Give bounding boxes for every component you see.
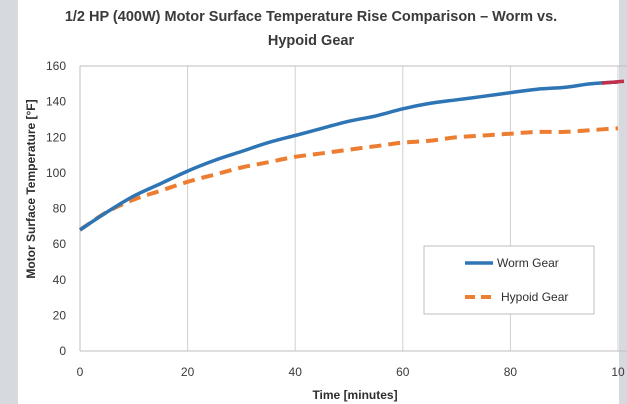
plot-area [78,65,627,352]
legend-label-hypoid-gear: Hypoid Gear [501,290,568,304]
y-tick-label: 60 [53,237,67,251]
y-axis-label: Motor Surface Temperature [°F] [24,99,38,278]
legend: Worm Gear Hypoid Gear [423,245,595,315]
y-tick-label: 80 [53,202,67,216]
legend-label-worm-gear: Worm Gear [497,256,559,270]
x-tick-label: 10 [611,365,625,379]
legend-box [423,245,595,315]
grid-lines [187,66,619,351]
x-tick-label: 60 [396,365,410,379]
right-window-edge [619,0,627,404]
worm-gear-line [79,80,619,232]
y-tick-label: 40 [53,273,67,287]
x-tick-label: 20 [181,365,195,379]
x-axis-label: Time [minutes] [312,388,397,402]
x-tick-label: 80 [504,365,518,379]
hypoid-gear-line [78,126,619,232]
y-tick-label: 100 [46,166,66,180]
y-tick-label: 160 [46,59,66,73]
data-series [78,79,625,232]
y-tick-label: 20 [53,308,67,322]
x-tick-label: 0 [77,365,84,379]
y-tick-label: 140 [46,95,66,109]
worm-gear-line-end-marker [601,79,625,85]
left-window-edge [0,0,18,404]
y-tick-label: 0 [59,344,66,358]
y-axis-tick-labels: 0 20 40 60 80 100 120 140 160 [46,59,66,358]
chart-title-line-2: Hypoid Gear [268,33,355,49]
x-axis-tick-labels: 0 20 40 60 80 10 [77,365,625,379]
x-tick-label: 40 [289,365,303,379]
y-tick-label: 120 [46,130,66,144]
chart-title-line-1: 1/2 HP (400W) Motor Surface Temperature … [65,9,557,25]
